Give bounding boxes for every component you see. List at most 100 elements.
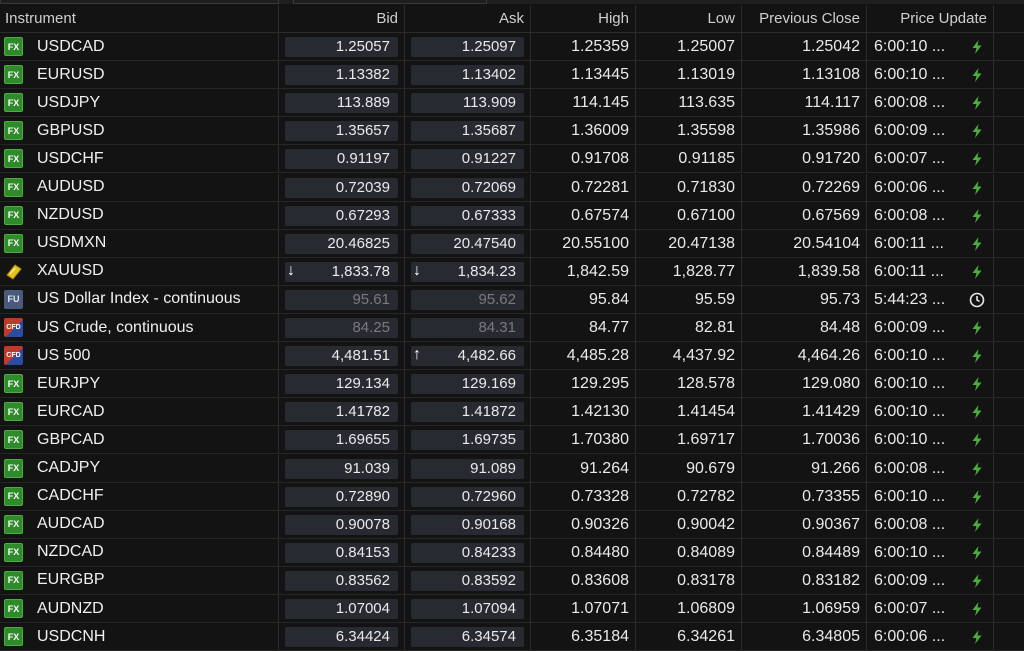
ask-cell[interactable]: 95.62 — [405, 285, 531, 313]
ask-cell[interactable]: 84.31 — [405, 314, 531, 341]
bid-cell[interactable]: 0.83562 — [279, 566, 405, 594]
instrument-cell[interactable]: FX AUDCAD — [0, 510, 279, 538]
toolbar-field[interactable] — [293, 0, 487, 4]
lightning-icon — [969, 180, 985, 196]
instrument-cell[interactable]: CFD US Crude, continuous — [0, 314, 279, 341]
instrument-cell[interactable]: FX NZDUSD — [0, 201, 279, 229]
table-row[interactable]: FX AUDNZD 1.07004 1.07094 1.07071 1.06809 1.06… — [0, 595, 1024, 623]
table-row[interactable]: XAUUSD 1,833.78 ↓ 1,834.23 ↓ 1,842.59 1,828.77… — [0, 257, 1024, 286]
table-row[interactable]: FU US Dollar Index - continuous 95.61 95.62… — [0, 285, 1024, 314]
instrument-cell[interactable]: FX USDJPY — [0, 89, 279, 117]
bid-cell[interactable]: 1.41782 — [279, 398, 405, 426]
ask-cell[interactable]: 1,834.23 ↓ — [405, 257, 531, 285]
instrument-cell[interactable]: FX GBPCAD — [0, 426, 279, 454]
bid-cell[interactable]: 0.72039 — [279, 173, 405, 201]
ask-cell[interactable]: 0.84233 — [405, 538, 531, 566]
bid-cell[interactable]: 113.889 — [279, 89, 405, 117]
ask-cell[interactable]: 0.90168 — [405, 510, 531, 538]
ask-price: 0.72069 — [411, 177, 524, 198]
toolbar-field[interactable] — [0, 0, 279, 4]
bid-cell[interactable]: 20.46825 — [279, 229, 405, 257]
instrument-cell[interactable]: FX EURJPY — [0, 370, 279, 398]
table-row[interactable]: FX GBPCAD 1.69655 1.69735 1.70380 1.69717 1.70… — [0, 426, 1024, 455]
instrument-cell[interactable]: CFD US 500 — [0, 342, 279, 370]
instrument-cell[interactable]: XAUUSD — [0, 257, 279, 285]
table-row[interactable]: FX EURUSD 1.13382 1.13402 1.13445 1.13019 1.13… — [0, 61, 1024, 90]
ask-cell[interactable]: 1.25097 — [405, 33, 531, 60]
bid-cell[interactable]: 129.134 — [279, 370, 405, 398]
table-row[interactable]: FX AUDUSD 0.72039 0.72069 0.72281 0.71830 0.72… — [0, 173, 1024, 202]
ask-cell[interactable]: 0.72960 — [405, 482, 531, 510]
column-header-price-update[interactable]: Price Update — [867, 4, 994, 33]
instrument-cell[interactable]: FX EURCAD — [0, 398, 279, 426]
instrument-cell[interactable]: FX AUDNZD — [0, 595, 279, 622]
column-header-ask[interactable]: Ask — [405, 4, 531, 33]
ask-cell[interactable]: 4,482.66 ↑ — [405, 342, 531, 370]
ask-cell[interactable]: 1.41872 — [405, 398, 531, 426]
bid-cell[interactable]: 84.25 — [279, 314, 405, 341]
ask-cell[interactable]: 20.47540 — [405, 229, 531, 257]
instrument-cell[interactable]: FX EURGBP — [0, 566, 279, 594]
ask-cell[interactable]: 0.67333 — [405, 201, 531, 229]
instrument-cell[interactable]: FX CADJPY — [0, 454, 279, 482]
table-row[interactable]: FX USDMXN 20.46825 20.47540 20.55100 20.47138… — [0, 229, 1024, 258]
table-row[interactable]: FX NZDCAD 0.84153 0.84233 0.84480 0.84089 0.84… — [0, 538, 1024, 567]
instrument-cell[interactable]: FX NZDCAD — [0, 538, 279, 566]
bid-cell[interactable]: 0.67293 — [279, 201, 405, 229]
bid-cell[interactable]: 4,481.51 — [279, 342, 405, 370]
table-row[interactable]: CFD US Crude, continuous 84.25 84.31 84.77 82… — [0, 314, 1024, 342]
bid-cell[interactable]: 1.07004 — [279, 595, 405, 622]
table-row[interactable]: FX USDJPY 113.889 113.909 114.145 113.635 114.… — [0, 89, 1024, 118]
bid-cell[interactable]: 0.72890 — [279, 482, 405, 510]
ask-cell[interactable]: 129.169 — [405, 370, 531, 398]
bid-cell[interactable]: 95.61 — [279, 285, 405, 313]
table-row[interactable]: FX USDCAD 1.25057 1.25097 1.25359 1.25007 1.25… — [0, 33, 1024, 61]
table-row[interactable]: FX USDCNH 6.34424 6.34574 6.35184 6.34261 6.34… — [0, 623, 1024, 651]
column-header-bid[interactable]: Bid — [279, 4, 405, 33]
table-row[interactable]: FX NZDUSD 0.67293 0.67333 0.67574 0.67100 0.67… — [0, 201, 1024, 230]
bid-cell[interactable]: 0.90078 — [279, 510, 405, 538]
ask-cell[interactable]: 113.909 — [405, 89, 531, 117]
column-header-previous-close[interactable]: Previous Close — [742, 4, 867, 33]
instrument-cell[interactable]: FX CADCHF — [0, 482, 279, 510]
table-row[interactable]: FX CADCHF 0.72890 0.72960 0.73328 0.72782 0.73… — [0, 482, 1024, 511]
bid-cell[interactable]: 6.34424 — [279, 623, 405, 651]
table-row[interactable]: FX CADJPY 91.039 91.089 91.264 90.679 91.266 6:… — [0, 454, 1024, 483]
instrument-cell[interactable]: FX EURUSD — [0, 61, 279, 89]
ask-cell[interactable]: 1.69735 — [405, 426, 531, 454]
table-row[interactable]: FX EURCAD 1.41782 1.41872 1.42130 1.41454 1.41… — [0, 398, 1024, 427]
bid-cell[interactable]: 1.69655 — [279, 426, 405, 454]
ask-cell[interactable]: 0.72069 — [405, 173, 531, 201]
table-row[interactable]: FX EURGBP 0.83562 0.83592 0.83608 0.83178 0.83… — [0, 566, 1024, 595]
bid-cell[interactable]: 1.35657 — [279, 117, 405, 145]
column-header-instrument[interactable]: Instrument — [0, 4, 279, 33]
ask-cell[interactable]: 1.13402 — [405, 61, 531, 89]
instrument-cell[interactable]: FX GBPUSD — [0, 117, 279, 145]
ask-cell[interactable]: 0.91227 — [405, 145, 531, 173]
bid-cell[interactable]: 0.84153 — [279, 538, 405, 566]
instrument-cell[interactable]: FX AUDUSD — [0, 173, 279, 201]
instrument-cell[interactable]: FX USDMXN — [0, 229, 279, 257]
instrument-cell[interactable]: FX USDCHF — [0, 145, 279, 173]
instrument-cell[interactable]: FX USDCAD — [0, 33, 279, 60]
table-row[interactable]: FX GBPUSD 1.35657 1.35687 1.36009 1.35598 1.35… — [0, 117, 1024, 146]
column-header-high[interactable]: High — [531, 4, 636, 33]
ask-cell[interactable]: 1.35687 — [405, 117, 531, 145]
table-row[interactable]: FX EURJPY 129.134 129.169 129.295 128.578 129.… — [0, 370, 1024, 399]
bid-cell[interactable]: 91.039 — [279, 454, 405, 482]
bid-cell[interactable]: 0.91197 — [279, 145, 405, 173]
table-row[interactable]: CFD US 500 4,481.51 4,482.66 ↑ 4,485.28 4,437.… — [0, 342, 1024, 371]
ask-cell[interactable]: 91.089 — [405, 454, 531, 482]
bid-price: 0.84153 — [285, 542, 398, 563]
bid-cell[interactable]: 1.25057 — [279, 33, 405, 60]
ask-cell[interactable]: 0.83592 — [405, 566, 531, 594]
table-row[interactable]: FX USDCHF 0.91197 0.91227 0.91708 0.91185 0.91… — [0, 145, 1024, 174]
bid-cell[interactable]: 1.13382 — [279, 61, 405, 89]
bid-cell[interactable]: 1,833.78 ↓ — [279, 257, 405, 285]
instrument-cell[interactable]: FX USDCNH — [0, 623, 279, 651]
table-row[interactable]: FX AUDCAD 0.90078 0.90168 0.90326 0.90042 0.90… — [0, 510, 1024, 539]
ask-cell[interactable]: 6.34574 — [405, 623, 531, 651]
instrument-cell[interactable]: FU US Dollar Index - continuous — [0, 285, 279, 313]
column-header-low[interactable]: Low — [636, 4, 742, 33]
ask-cell[interactable]: 1.07094 — [405, 595, 531, 622]
